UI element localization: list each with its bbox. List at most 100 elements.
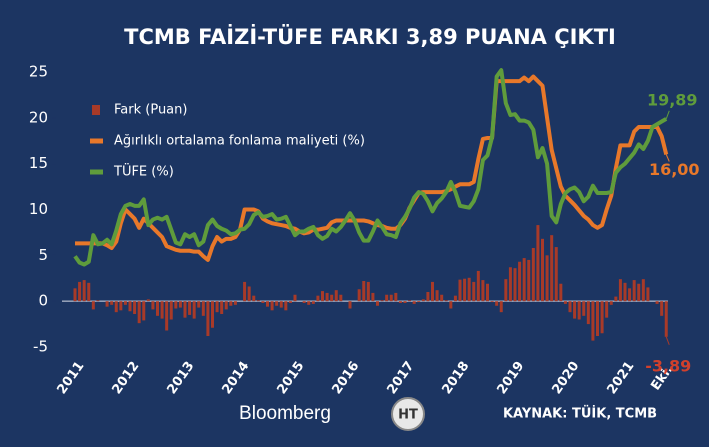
bar — [275, 301, 279, 306]
bar — [362, 281, 366, 302]
bar — [252, 295, 256, 302]
bar — [266, 301, 269, 307]
legend-label: Fark (Puan) — [114, 103, 187, 118]
bloomberg-logo: Bloomberg — [239, 403, 331, 424]
bar — [550, 235, 554, 302]
bar — [458, 279, 462, 302]
bar — [398, 301, 402, 303]
y-tick-label: 5 — [38, 246, 48, 264]
bar — [591, 301, 595, 341]
bar — [178, 301, 182, 308]
value-label: -3,89 — [645, 356, 691, 375]
bar — [151, 301, 155, 310]
bar — [412, 301, 416, 304]
bar — [366, 281, 370, 302]
bar — [541, 238, 544, 302]
bar — [573, 301, 577, 319]
bar — [440, 294, 444, 302]
ht-logo: HT — [398, 408, 418, 423]
bar — [545, 255, 549, 302]
bar — [394, 292, 398, 302]
bar — [513, 268, 517, 302]
bar — [577, 301, 581, 320]
bar — [169, 301, 173, 320]
bar — [435, 290, 439, 302]
bar — [137, 301, 141, 324]
bar — [563, 301, 567, 304]
bar — [160, 301, 164, 319]
y-tick-label: 10 — [29, 200, 48, 218]
value-label: 19,89 — [647, 90, 698, 109]
bar — [284, 301, 288, 311]
bar — [211, 301, 214, 328]
bar — [192, 301, 196, 319]
bar — [82, 280, 86, 302]
bar — [609, 301, 613, 305]
bar — [133, 301, 137, 314]
bar — [628, 288, 632, 302]
bar — [568, 301, 572, 313]
line — [75, 74, 669, 262]
bar — [536, 225, 540, 302]
legend-swatch — [92, 105, 100, 115]
bar — [339, 294, 343, 302]
bar — [142, 301, 146, 321]
bar — [641, 279, 645, 302]
bar — [279, 301, 283, 308]
bar — [78, 281, 82, 302]
bar — [229, 301, 233, 306]
bar — [371, 292, 375, 302]
bar — [646, 287, 650, 302]
bar — [174, 301, 178, 309]
bar — [385, 294, 389, 302]
bar — [389, 294, 393, 302]
bar — [307, 301, 311, 305]
bar — [508, 267, 512, 302]
bar — [233, 301, 237, 305]
bar — [596, 301, 599, 336]
bar — [495, 301, 499, 306]
bar — [110, 301, 114, 305]
bar — [114, 301, 118, 313]
bar — [449, 301, 453, 309]
bar — [220, 301, 224, 314]
legend-label: TÜFE (%) — [113, 163, 174, 180]
y-tick-label: -5 — [33, 338, 48, 356]
bar — [91, 301, 95, 310]
bar — [403, 301, 407, 303]
bar — [380, 300, 384, 302]
y-tick-label: 20 — [29, 108, 48, 126]
bar — [600, 301, 604, 334]
bar — [664, 301, 668, 337]
bar — [330, 294, 334, 302]
bar — [467, 277, 471, 302]
bar — [128, 301, 132, 312]
bar — [559, 283, 563, 302]
y-tick-label: 15 — [29, 154, 48, 172]
chart-title: TCMB FAİZİ-TÜFE FARKI 3,89 PUANA ÇIKTI — [124, 24, 616, 49]
bar — [476, 270, 480, 302]
callout-line — [665, 336, 670, 346]
bar — [618, 279, 622, 302]
bar — [321, 291, 324, 302]
bar — [288, 301, 292, 303]
bar — [256, 300, 260, 302]
y-tick-label: 0 — [38, 292, 48, 310]
bar — [453, 295, 457, 302]
bar — [660, 301, 664, 316]
bar — [165, 301, 169, 331]
bar — [119, 301, 123, 311]
bar — [243, 281, 247, 302]
source: KAYNAK: TÜİK, TCMB — [503, 406, 657, 422]
bar — [156, 301, 159, 316]
bar — [206, 301, 210, 336]
ht-logo-circle — [391, 397, 425, 431]
bar — [614, 296, 618, 302]
bar — [215, 301, 219, 313]
bar — [586, 301, 590, 325]
legend-label: Ağırlıklı ortalama fonlama maliyeti (%) — [114, 134, 365, 149]
bar — [481, 280, 485, 302]
bar — [270, 301, 274, 311]
bar — [105, 301, 109, 307]
